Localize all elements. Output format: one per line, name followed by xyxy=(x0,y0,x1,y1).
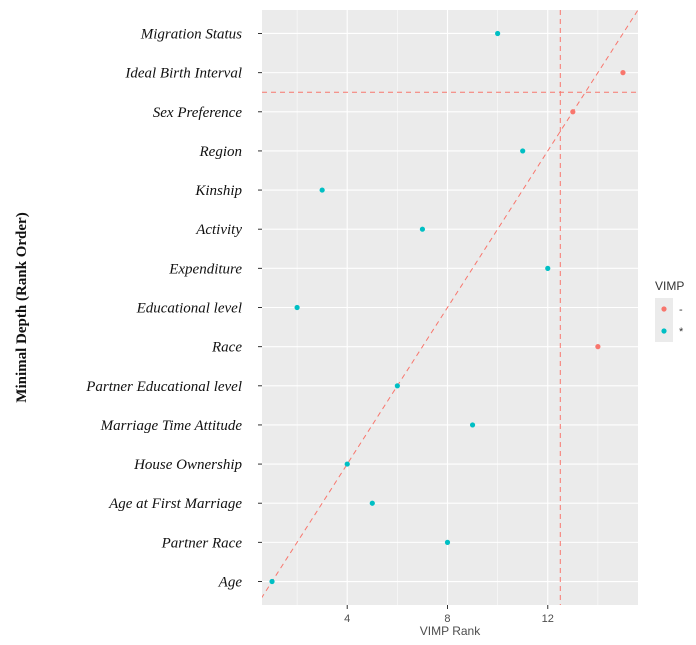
y-tick-label: Region xyxy=(199,144,243,160)
x-axis-title: VIMP Rank xyxy=(420,624,481,638)
y-tick-label: Partner Educational level xyxy=(85,379,242,395)
y-tick-label: Age xyxy=(218,575,243,591)
y-tick-label: Expenditure xyxy=(168,261,242,277)
legend: VIMP -* xyxy=(655,279,684,342)
y-tick-label: Kinship xyxy=(194,183,242,199)
x-tick-labels: 4 8 12 xyxy=(344,605,554,625)
y-tick-label: Race xyxy=(211,340,242,356)
data-point xyxy=(319,187,325,193)
y-tick-label: Activity xyxy=(195,222,242,238)
data-point xyxy=(444,539,451,545)
data-point xyxy=(545,265,551,271)
data-point xyxy=(469,422,476,428)
grid-lines xyxy=(262,10,638,605)
y-axis-title: Minimal Depth (Rank Order) xyxy=(14,212,30,402)
y-tick-label: House Ownership xyxy=(133,457,242,473)
y-tick-label: Ideal Birth Interval xyxy=(124,66,242,82)
data-point xyxy=(394,383,400,389)
x-tick-label: 4 xyxy=(344,613,350,625)
reference-lines xyxy=(262,10,638,605)
data-point xyxy=(570,109,576,115)
data-point xyxy=(419,226,426,232)
data-points xyxy=(269,30,626,585)
data-point xyxy=(620,70,626,76)
legend-title: VIMP xyxy=(655,279,684,293)
x-tick-label: 12 xyxy=(542,613,554,625)
diagonal-reference-line xyxy=(262,10,638,599)
y-tick-label: Marriage Time Attitude xyxy=(100,418,243,434)
data-point xyxy=(344,461,350,467)
data-point xyxy=(294,304,300,311)
legend-key-background xyxy=(655,298,673,342)
x-tick-label: 8 xyxy=(444,613,450,625)
y-tick-label: Migration Status xyxy=(140,26,242,42)
legend-key xyxy=(661,328,667,334)
legend-entries: -* xyxy=(661,304,684,338)
y-tick-label: Sex Preference xyxy=(153,105,243,121)
data-point xyxy=(520,148,526,154)
y-tick-label: Educational level xyxy=(136,301,242,317)
data-point xyxy=(369,500,375,506)
y-tick-labels: Migration Status Ideal Birth Interval Sex … xyxy=(85,26,262,591)
y-tick-label: Age at First Marriage xyxy=(108,496,242,512)
legend-label: - xyxy=(679,304,683,316)
data-point xyxy=(595,344,601,350)
legend-label: * xyxy=(679,326,684,338)
y-tick-label: Partner Race xyxy=(161,535,243,551)
legend-key xyxy=(661,306,667,312)
data-point xyxy=(495,30,501,37)
data-point xyxy=(269,578,275,585)
